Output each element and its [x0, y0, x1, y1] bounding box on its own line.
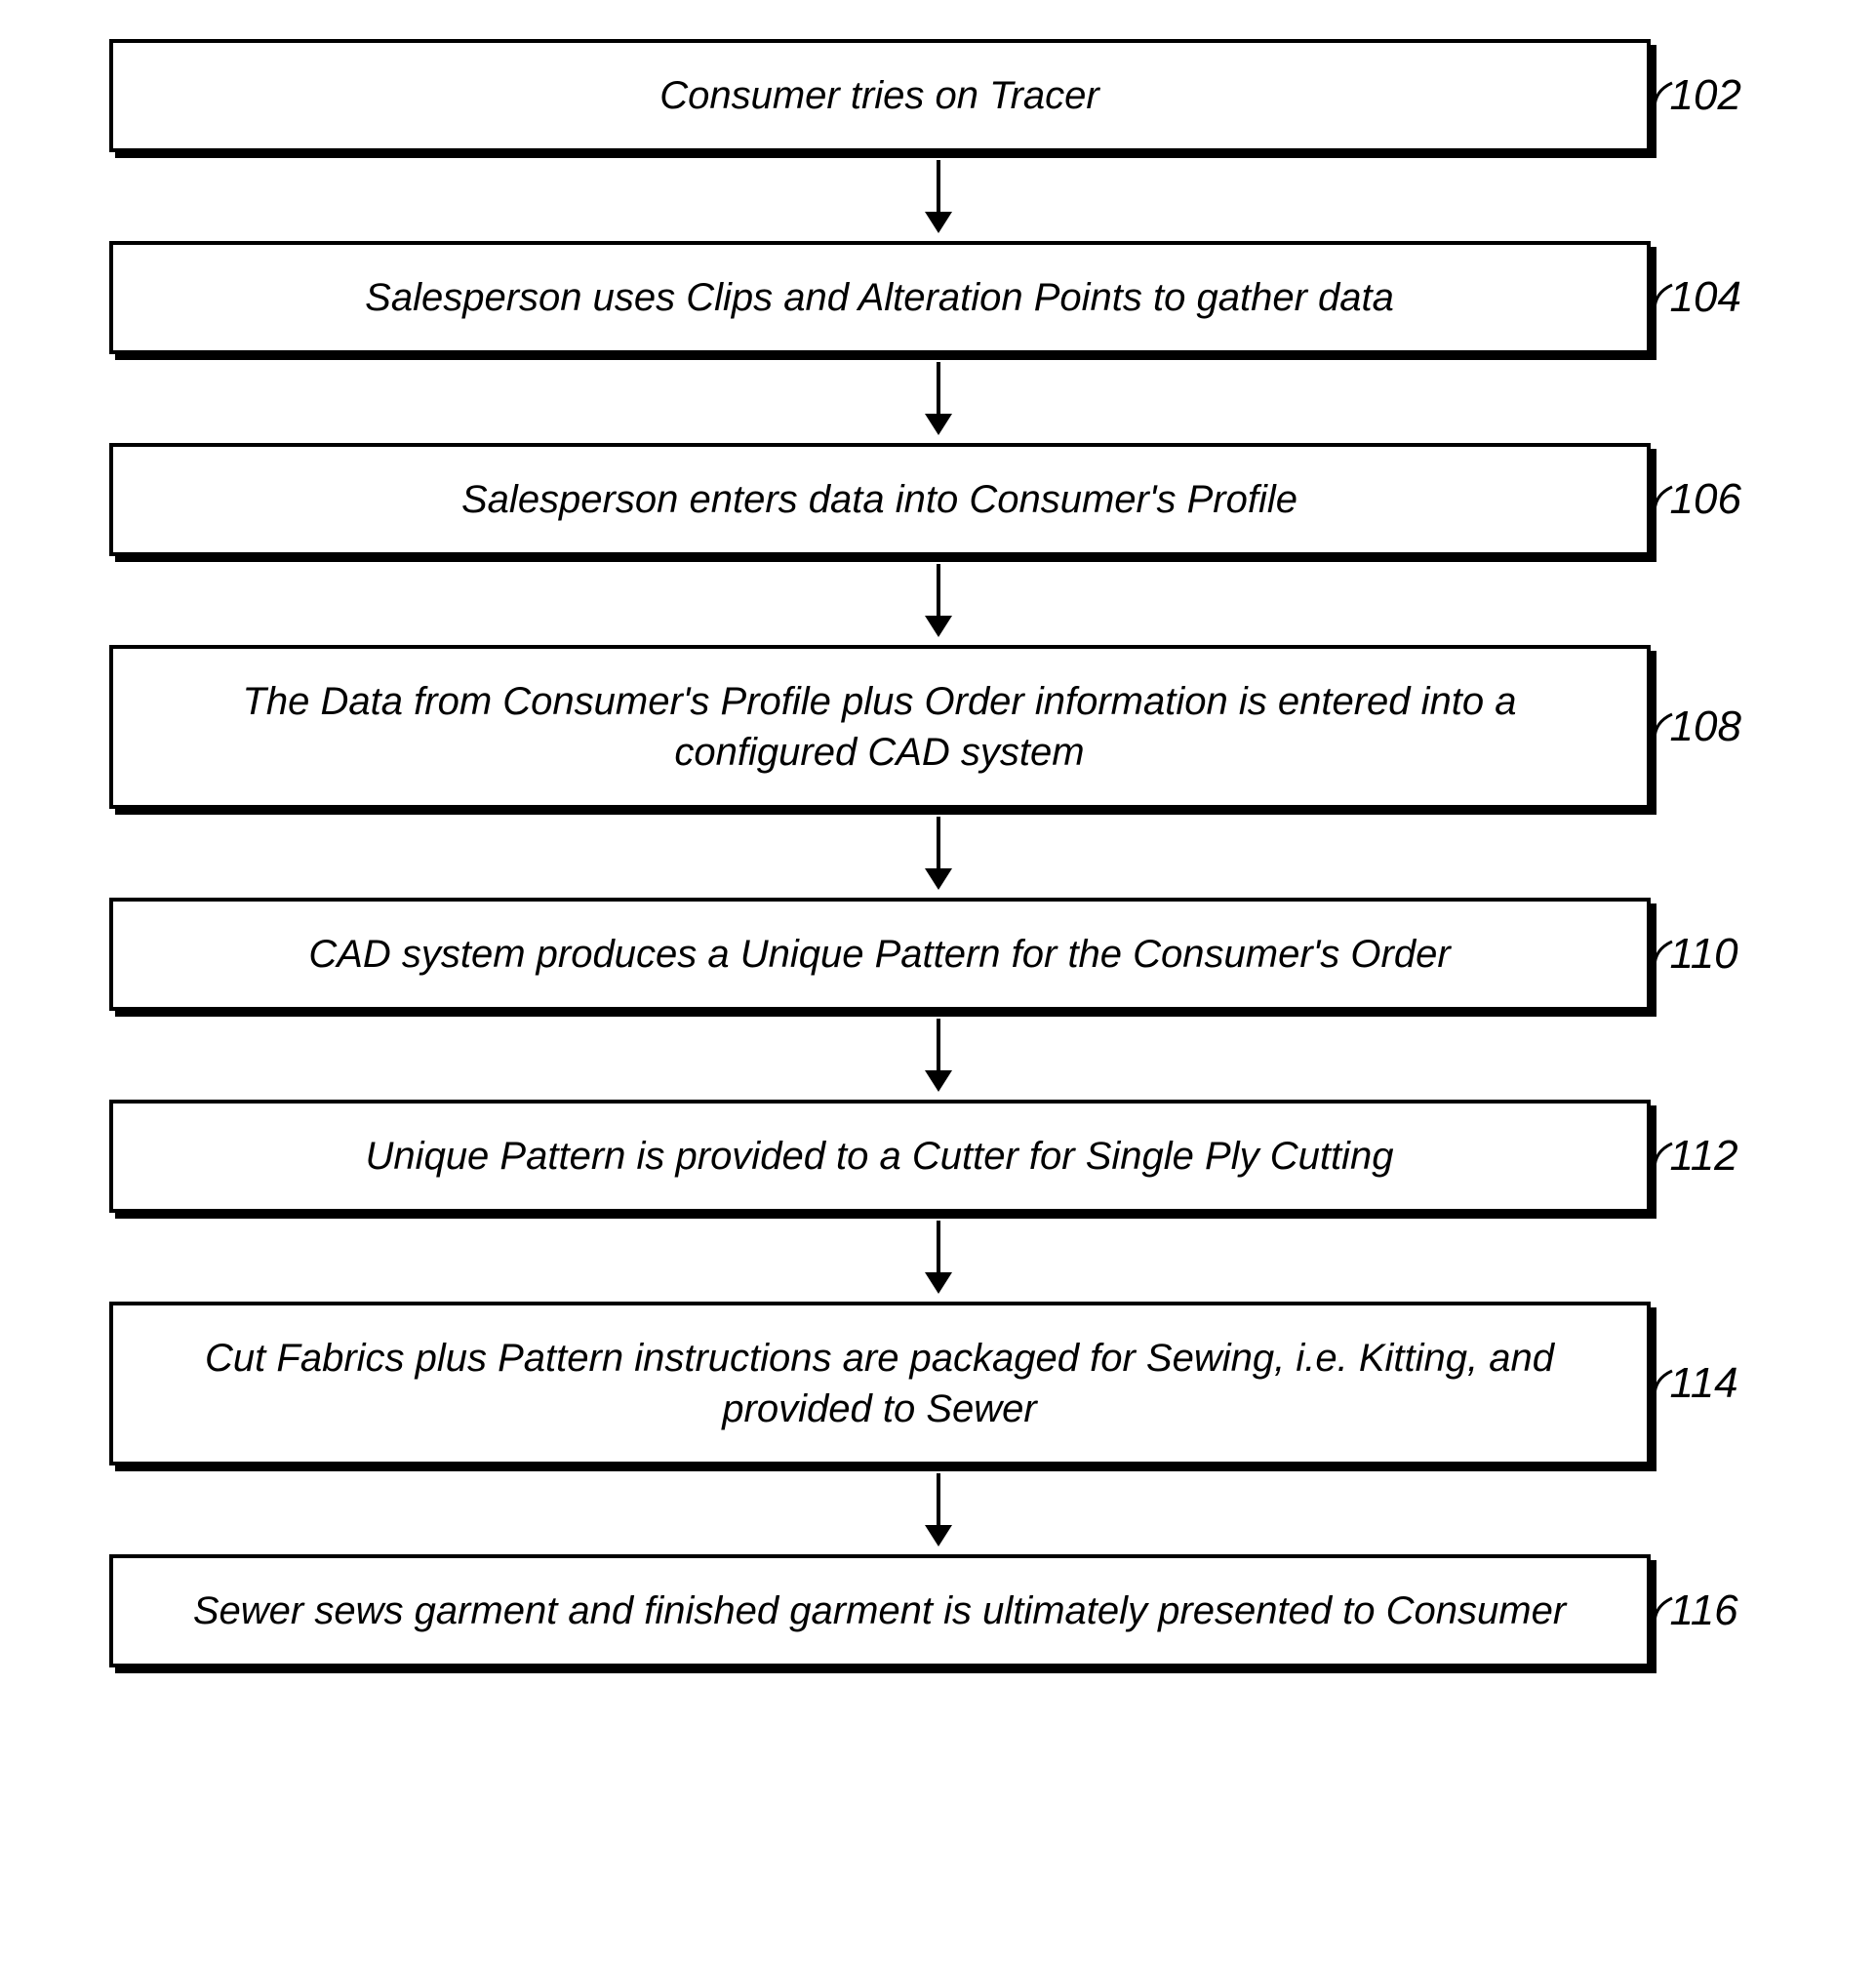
flowchart-arrow — [925, 564, 952, 637]
arrow-head-icon — [925, 1272, 952, 1294]
flowchart-container: Consumer tries on Tracer 102 Salesperson… — [109, 39, 1768, 1667]
flowchart-step-box: Sewer sews garment and finished garment … — [109, 1554, 1651, 1667]
step-label: 108 — [1670, 702, 1768, 751]
label-connector-curve — [1653, 940, 1682, 969]
label-connector-curve — [1653, 1142, 1682, 1171]
flowchart-step-box: Consumer tries on Tracer — [109, 39, 1651, 152]
arrow-line — [937, 160, 940, 214]
step-label: 116 — [1670, 1586, 1768, 1635]
step-text: Salesperson uses Clips and Alteration Po… — [365, 272, 1394, 323]
step-container: Salesperson uses Clips and Alteration Po… — [109, 241, 1768, 354]
flowchart-arrow — [925, 160, 952, 233]
arrow-head-icon — [925, 1525, 952, 1546]
step-text: The Data from Consumer's Profile plus Or… — [152, 676, 1608, 778]
flowchart-step-box: CAD system produces a Unique Pattern for… — [109, 898, 1651, 1011]
label-connector-curve — [1653, 81, 1682, 110]
step-container: Consumer tries on Tracer 102 — [109, 39, 1768, 152]
arrow-line — [937, 1473, 940, 1527]
label-connector-curve — [1653, 485, 1682, 514]
flowchart-arrow — [925, 1221, 952, 1294]
step-label: 106 — [1670, 475, 1768, 524]
arrow-line — [937, 1019, 940, 1072]
step-container: Unique Pattern is provided to a Cutter f… — [109, 1100, 1768, 1213]
step-container: Salesperson enters data into Consumer's … — [109, 443, 1768, 556]
arrow-head-icon — [925, 414, 952, 435]
step-label: 114 — [1670, 1359, 1768, 1408]
step-text: Unique Pattern is provided to a Cutter f… — [366, 1131, 1394, 1182]
step-label: 112 — [1670, 1132, 1768, 1181]
arrow-line — [937, 817, 940, 870]
arrow-line — [937, 1221, 940, 1274]
arrow-head-icon — [925, 212, 952, 233]
flowchart-step-box: The Data from Consumer's Profile plus Or… — [109, 645, 1651, 809]
arrow-line — [937, 564, 940, 618]
step-label: 110 — [1670, 930, 1768, 979]
step-label: 104 — [1670, 273, 1768, 322]
flowchart-arrow — [925, 817, 952, 890]
flowchart-arrow — [925, 362, 952, 435]
arrow-head-icon — [925, 868, 952, 890]
flowchart-step-box: Cut Fabrics plus Pattern instructions ar… — [109, 1302, 1651, 1465]
arrow-head-icon — [925, 616, 952, 637]
label-connector-curve — [1653, 283, 1682, 312]
label-connector-curve — [1653, 712, 1682, 742]
label-connector-curve — [1653, 1596, 1682, 1626]
flowchart-step-box: Salesperson uses Clips and Alteration Po… — [109, 241, 1651, 354]
flowchart-arrow — [925, 1473, 952, 1546]
step-text: Sewer sews garment and finished garment … — [193, 1586, 1566, 1636]
flowchart-step-box: Unique Pattern is provided to a Cutter f… — [109, 1100, 1651, 1213]
arrow-head-icon — [925, 1070, 952, 1092]
step-container: CAD system produces a Unique Pattern for… — [109, 898, 1768, 1011]
step-container: The Data from Consumer's Profile plus Or… — [109, 645, 1768, 809]
step-container: Sewer sews garment and finished garment … — [109, 1554, 1768, 1667]
step-text: CAD system produces a Unique Pattern for… — [308, 929, 1450, 980]
step-text: Consumer tries on Tracer — [659, 70, 1099, 121]
step-container: Cut Fabrics plus Pattern instructions ar… — [109, 1302, 1768, 1465]
step-text: Salesperson enters data into Consumer's … — [461, 474, 1297, 525]
label-connector-curve — [1653, 1369, 1682, 1398]
arrow-line — [937, 362, 940, 416]
flowchart-step-box: Salesperson enters data into Consumer's … — [109, 443, 1651, 556]
step-label: 102 — [1670, 71, 1768, 120]
flowchart-arrow — [925, 1019, 952, 1092]
step-text: Cut Fabrics plus Pattern instructions ar… — [152, 1333, 1608, 1434]
